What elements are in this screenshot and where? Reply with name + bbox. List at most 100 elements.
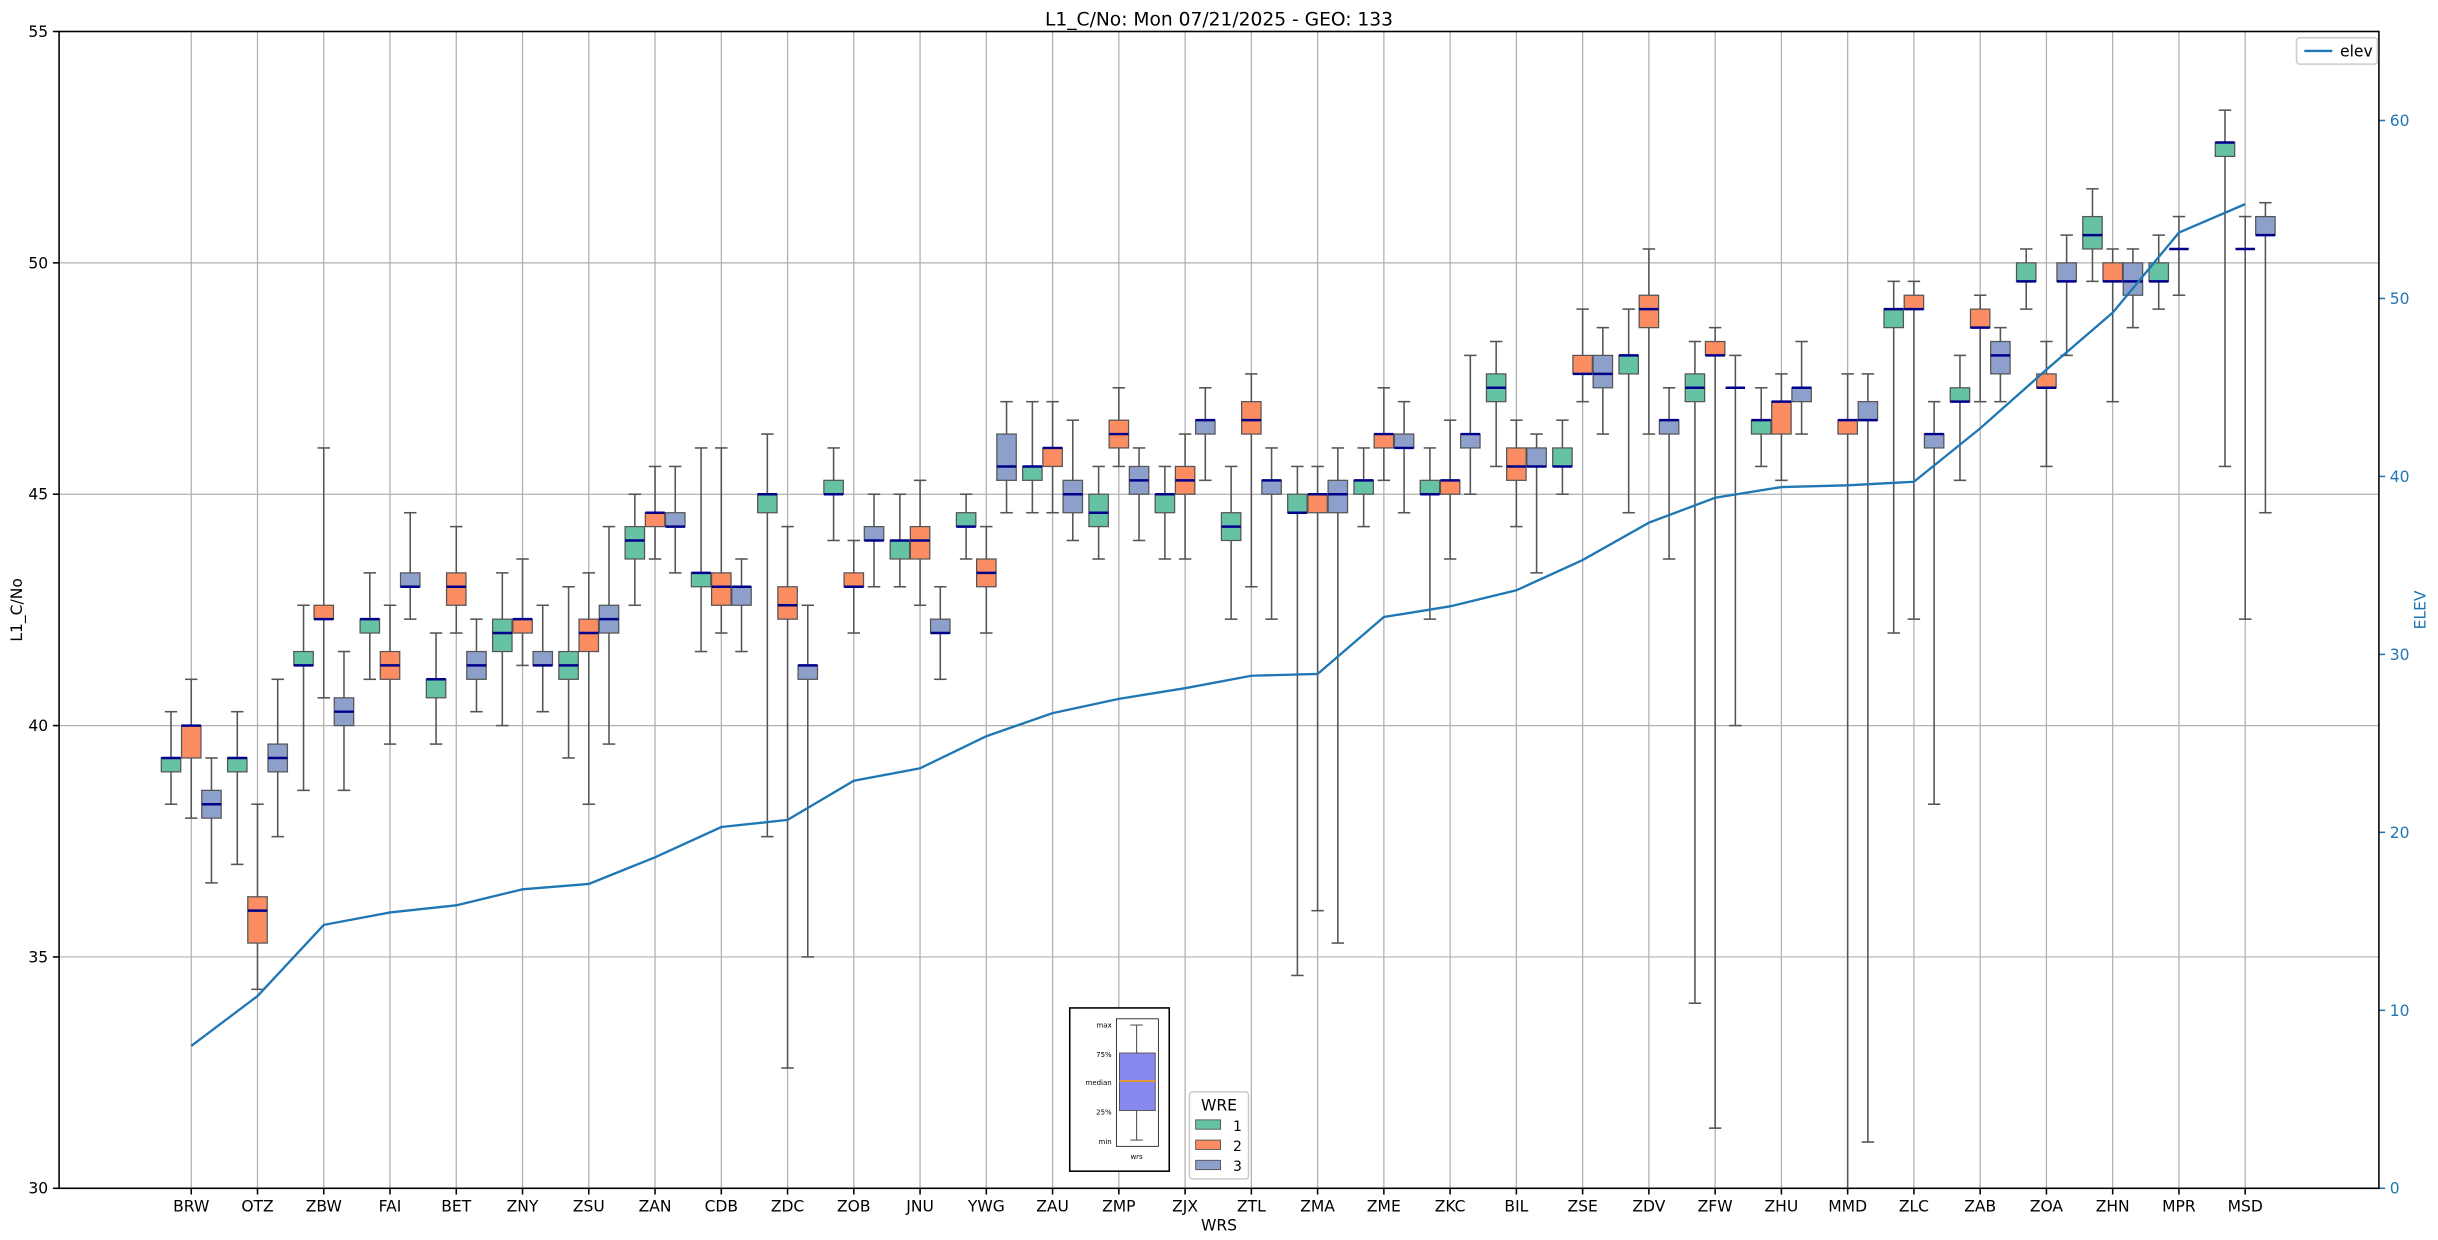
box-ZMA-wre3 [1327, 447, 1349, 944]
x-tick-label: ZAN [639, 1198, 672, 1216]
box-ZTL-wre2 [1241, 373, 1262, 588]
box-iqr [1042, 447, 1063, 468]
x-tick-label: OTZ [241, 1198, 273, 1216]
box-ZBW-wre1 [293, 604, 314, 792]
box-ZHU-wre3 [1791, 340, 1812, 435]
box-iqr [1552, 447, 1573, 468]
box-MSD-wre1 [2214, 109, 2236, 468]
x-axis-label: WRS [1201, 1216, 1237, 1234]
x-tick-label: BIL [1504, 1198, 1528, 1216]
x-tick-label: ZLC [1899, 1198, 1929, 1216]
box-ZME-wre1 [1353, 447, 1374, 528]
wre-legend-title: WRE [1201, 1097, 1237, 1115]
box-ZAN-wre2 [644, 465, 666, 560]
box-iqr [1592, 354, 1614, 389]
box-iqr [2082, 215, 2103, 250]
box-BRW-wre2 [180, 678, 202, 819]
box-iqr [399, 572, 421, 588]
box-BET-wre2 [445, 525, 467, 634]
y-tick-label: 35 [28, 948, 48, 966]
wre-legend-swatch [1195, 1139, 1222, 1150]
box-iqr [889, 539, 911, 560]
box-iqr [777, 586, 798, 620]
box-JNU-wre1 [889, 493, 911, 588]
box-iqr [624, 525, 646, 560]
box-ZOA-wre2 [2036, 340, 2057, 468]
box-ZNY-wre2 [512, 558, 533, 667]
y2-tick-label: 60 [2390, 112, 2410, 130]
box-ZAB-wre1 [1949, 354, 1971, 482]
box-ZMA-wre2 [1307, 465, 1328, 912]
box-iqr [425, 678, 447, 699]
box-BIL-wre2 [1506, 419, 1527, 528]
box-ZDC-wre3 [797, 604, 819, 958]
box-iqr [1618, 354, 1640, 375]
box-iqr [1241, 401, 1262, 435]
box-ZLC-wre1 [1883, 280, 1905, 634]
box-JNU-wre2 [909, 479, 931, 607]
box-iqr [1572, 354, 1593, 375]
box-iqr [2122, 262, 2144, 296]
box-iqr [863, 525, 885, 542]
box-iqr [512, 618, 533, 634]
box-ZDV-wre3 [1658, 387, 1680, 560]
box-ZHU-wre2 [1771, 373, 1792, 482]
box-iqr [1837, 419, 1858, 435]
box-iqr [1750, 419, 1772, 435]
x-tick-label: FAI [379, 1198, 402, 1216]
box-ZME-wre3 [1393, 400, 1415, 514]
box-ZME-wre2 [1373, 387, 1395, 482]
x-tick-label: ZFW [1698, 1198, 1733, 1216]
x-tick-label: ZTL [1237, 1198, 1266, 1216]
box-CDB-wre1 [690, 447, 712, 653]
y2-tick-label: 20 [2390, 824, 2410, 842]
chart-title: L1_C/No: Mon 07/21/2025 - GEO: 133 [1045, 9, 1393, 30]
box-iqr [929, 618, 951, 634]
box-ZDC-wre1 [757, 433, 778, 838]
box-iqr [710, 572, 732, 606]
box-ZFW-wre3 [1725, 354, 1746, 727]
box-iqr [1969, 308, 1991, 329]
wre-legend-frame [1188, 1091, 1250, 1180]
box-iqr [1638, 294, 1660, 329]
y2-tick-label: 40 [2390, 468, 2410, 486]
box-ZTL-wre1 [1220, 465, 1242, 620]
y2-axis-label: ELEV [2412, 590, 2430, 629]
box-OTZ-wre3 [267, 678, 289, 838]
box-iqr [1526, 447, 1547, 468]
box-iqr [359, 618, 381, 634]
box-ZSE-wre3 [1592, 326, 1614, 435]
elev-line [190, 203, 2246, 1047]
y2-tick-label: 50 [2390, 290, 2410, 308]
box-ZMP-wre2 [1108, 387, 1130, 468]
box-ZFW-wre1 [1684, 340, 1706, 1004]
box-ZAU-wre1 [1022, 400, 1043, 514]
box-ZHN-wre2 [2102, 248, 2124, 403]
box-iqr [1022, 465, 1043, 481]
x-tick-label: ZKC [1435, 1198, 1466, 1216]
box-JNU-wre3 [929, 585, 951, 681]
box-iqr [491, 618, 513, 653]
x-tick-label: JNU [905, 1198, 934, 1216]
plot-frame [58, 30, 2380, 1190]
box-ZKC-wre1 [1419, 447, 1441, 620]
box-ZSE-wre2 [1572, 308, 1593, 403]
box-iqr [955, 512, 977, 528]
box-ZSE-wre1 [1552, 419, 1573, 495]
box-ZAU-wre3 [1062, 419, 1084, 542]
box-ZSU-wre1 [558, 585, 579, 759]
box-ZOB-wre2 [843, 539, 865, 634]
box-MSD-wre3 [2255, 201, 2276, 514]
box-ZDC-wre2 [777, 525, 798, 1069]
box-iqr [1194, 419, 1216, 435]
box-BET-wre1 [425, 632, 447, 745]
box-ZHN-wre1 [2082, 188, 2103, 283]
wre-legend-label: 3 [1233, 1159, 1242, 1175]
box-iqr [1393, 433, 1415, 449]
box-iqr [532, 650, 554, 667]
box-iqr [843, 572, 865, 588]
x-tick-label: ZMA [1300, 1198, 1335, 1216]
elev-legend-label: elev [2340, 42, 2373, 60]
box-ZNY-wre3 [532, 604, 554, 713]
x-tick-label: BET [441, 1198, 471, 1216]
